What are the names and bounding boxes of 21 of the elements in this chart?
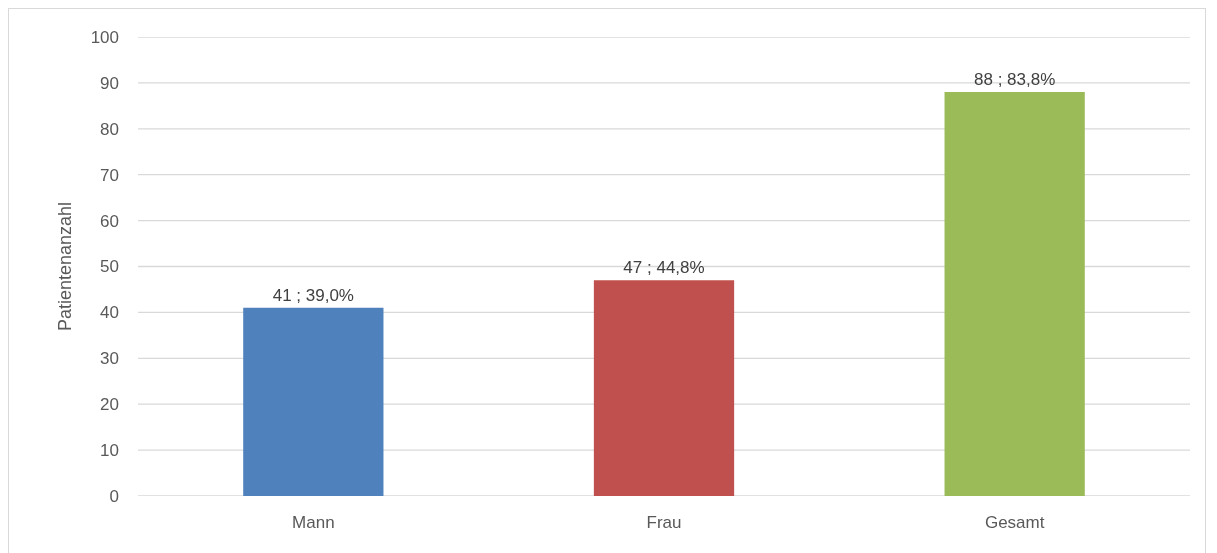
y-tick-label: 30 (100, 349, 119, 369)
y-tick-label: 50 (100, 257, 119, 277)
y-tick-label: 20 (100, 395, 119, 415)
y-axis-title: Patientenanzahl (54, 201, 75, 332)
y-tick-label: 0 (109, 486, 119, 506)
bar (243, 307, 384, 496)
x-tick-label: Gesamt (984, 513, 1045, 532)
y-tick-label: 80 (100, 119, 119, 139)
y-tick-label: 90 (100, 73, 119, 93)
data-label: 88 ; 83,8% (974, 70, 1056, 90)
data-label: 41 ; 39,0% (272, 285, 354, 305)
y-tick-label: 70 (100, 165, 119, 185)
y-tick-label: 10 (100, 441, 119, 461)
y-tick-label: 60 (100, 211, 119, 231)
x-tick-label: Mann (292, 513, 335, 532)
y-tick-label: 40 (100, 303, 119, 323)
bar (944, 92, 1085, 496)
bar (593, 280, 735, 496)
x-tick-label: Frau (646, 513, 682, 532)
y-tick-label: 100 (90, 27, 119, 47)
data-label: 47 ; 44,8% (623, 258, 705, 278)
